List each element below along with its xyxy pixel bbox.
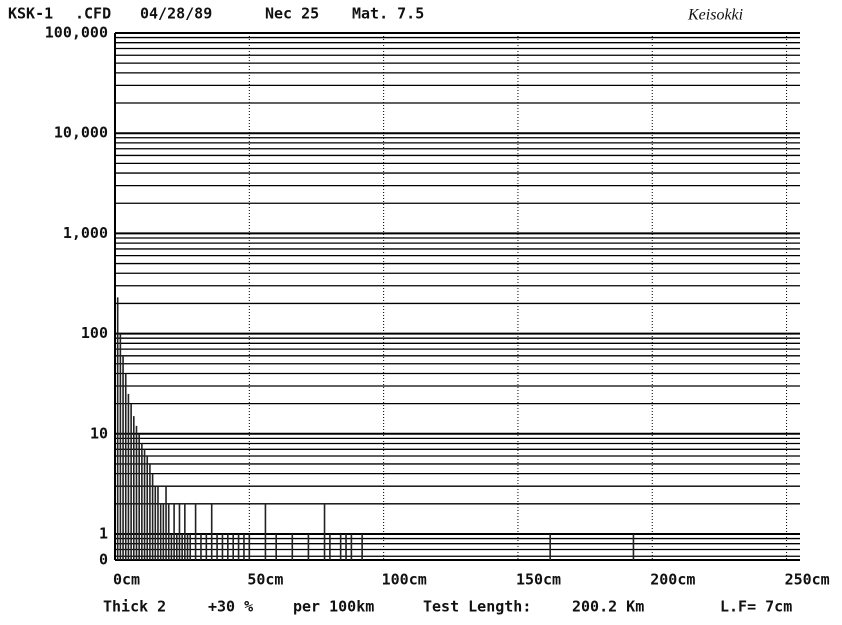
brand: Keisokki: [687, 7, 743, 24]
bar: [138, 433, 140, 560]
footer-text: Thick 2: [103, 598, 166, 616]
footer-text: L.F= 7cm: [720, 598, 792, 616]
y-tick-label: 1,000: [63, 224, 108, 242]
bar: [178, 503, 181, 560]
bar: [162, 503, 165, 560]
bar: [130, 403, 132, 560]
bar: [135, 425, 138, 560]
bar: [339, 533, 342, 560]
bar: [549, 533, 551, 560]
bar: [186, 533, 189, 560]
bar: [141, 443, 143, 560]
bar: [173, 503, 175, 560]
bar: [248, 533, 251, 560]
footer-text: 200.2 Km: [572, 598, 644, 616]
y-zero-label: 0: [99, 551, 108, 569]
bar: [329, 533, 331, 560]
bar: [149, 463, 151, 560]
x-tick-label: 250cm: [785, 571, 830, 589]
x-tick-label: 200cm: [650, 571, 695, 589]
header-text: Nec 25: [265, 5, 319, 23]
header-text: 04/28/89: [140, 5, 212, 23]
footer-text: Test Length:: [423, 598, 531, 616]
x-tick-label: 0cm: [113, 571, 140, 589]
bar: [133, 416, 135, 560]
y-tick-label: 1: [99, 524, 108, 542]
bar: [345, 533, 347, 560]
bar: [146, 456, 149, 560]
bar: [170, 533, 173, 560]
bar: [189, 533, 192, 560]
bar: [221, 533, 224, 560]
bar: [119, 333, 122, 560]
bar: [157, 486, 159, 560]
bar: [632, 533, 635, 560]
bar: [291, 533, 294, 560]
bar: [124, 373, 127, 560]
footer-text: +30 %: [208, 598, 253, 616]
bar: [237, 533, 240, 560]
bar: [275, 533, 277, 560]
bar: [116, 297, 119, 560]
bar: [216, 533, 218, 560]
footer-text: per 100km: [293, 598, 374, 616]
y-tick-label: 100: [81, 324, 108, 342]
bar: [243, 533, 245, 560]
bar: [143, 449, 146, 560]
bar: [307, 533, 310, 560]
bar: [264, 503, 267, 560]
x-tick-label: 100cm: [382, 571, 427, 589]
bar: [361, 533, 363, 560]
bar: [181, 533, 183, 560]
x-tick-label: 50cm: [247, 571, 283, 589]
bar: [122, 355, 124, 560]
bar: [210, 503, 213, 560]
bar: [154, 486, 157, 560]
header-text: KSK-1: [8, 5, 53, 23]
y-tick-label: 100,000: [45, 24, 108, 42]
bar: [323, 503, 326, 560]
bar: [350, 533, 353, 560]
header-text: Mat. 7.5: [352, 5, 424, 23]
bar: [205, 533, 208, 560]
header-text: .CFD: [75, 5, 111, 23]
bar: [227, 533, 229, 560]
y-tick-label: 10: [90, 424, 108, 442]
bar: [184, 503, 186, 560]
bar: [194, 503, 197, 560]
bar: [200, 533, 202, 560]
bar: [167, 503, 170, 560]
bar: [151, 473, 154, 560]
bar: [127, 393, 130, 560]
y-tick-label: 10,000: [54, 124, 108, 142]
bar: [165, 486, 167, 560]
bar: [175, 533, 178, 560]
x-tick-label: 150cm: [516, 571, 561, 589]
bar: [232, 533, 234, 560]
bar: [159, 503, 162, 560]
